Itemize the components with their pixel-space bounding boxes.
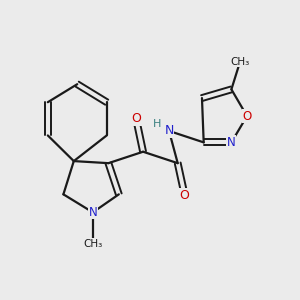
Text: CH₃: CH₃ xyxy=(230,57,250,67)
Text: N: N xyxy=(227,136,236,149)
Text: CH₃: CH₃ xyxy=(83,238,103,248)
Text: O: O xyxy=(242,110,252,123)
Text: N: N xyxy=(88,206,97,219)
Text: O: O xyxy=(180,188,190,202)
Text: H: H xyxy=(153,119,161,129)
Text: O: O xyxy=(131,112,141,125)
Text: N: N xyxy=(164,124,174,137)
